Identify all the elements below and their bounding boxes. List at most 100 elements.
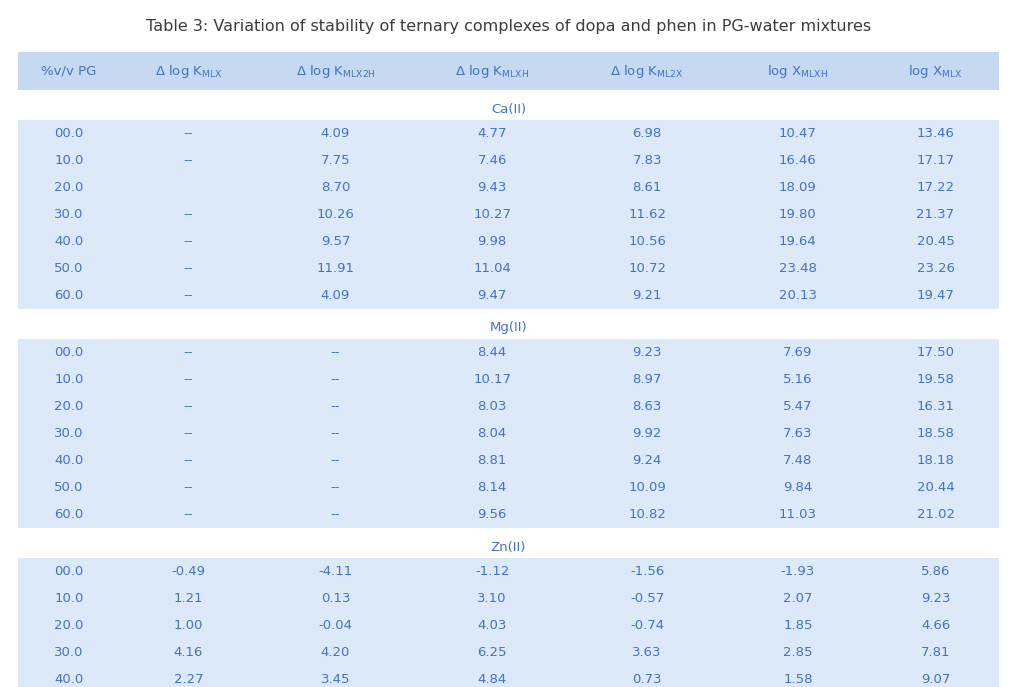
Text: 00.0: 00.0 [54, 346, 83, 359]
Text: -1.12: -1.12 [475, 565, 510, 578]
Text: 7.81: 7.81 [920, 646, 950, 659]
Bar [18, 317, 999, 339]
Text: 3.45: 3.45 [320, 673, 350, 686]
Text: 1.00: 1.00 [174, 619, 203, 632]
Text: 5.47: 5.47 [783, 400, 813, 413]
Text: 8.97: 8.97 [633, 373, 662, 386]
Bar [18, 393, 999, 420]
Text: Ca(II): Ca(II) [491, 102, 526, 115]
Bar [18, 255, 999, 282]
Text: 19.64: 19.64 [779, 235, 817, 248]
Text: --: -- [184, 208, 193, 221]
Text: Mg(II): Mg(II) [490, 322, 527, 335]
Text: 4.77: 4.77 [477, 127, 506, 140]
Bar [18, 282, 999, 309]
Text: --: -- [331, 400, 341, 413]
Text: 9.23: 9.23 [920, 592, 950, 605]
Text: 40.0: 40.0 [54, 673, 83, 686]
Text: 9.84: 9.84 [783, 481, 813, 494]
Text: 4.09: 4.09 [320, 127, 350, 140]
Text: 10.26: 10.26 [316, 208, 354, 221]
Text: %v/v PG: %v/v PG [41, 65, 97, 78]
Text: 10.47: 10.47 [779, 127, 817, 140]
Text: 0.13: 0.13 [320, 592, 350, 605]
Bar [18, 612, 999, 639]
Text: 40.0: 40.0 [54, 235, 83, 248]
Text: 13.46: 13.46 [916, 127, 954, 140]
Text: 17.22: 17.22 [916, 181, 955, 194]
Text: 20.0: 20.0 [54, 400, 83, 413]
Bar [18, 309, 999, 317]
Bar [18, 201, 999, 228]
Text: Table 3: Variation of stability of ternary complexes of dopa and phen in PG-wate: Table 3: Variation of stability of terna… [145, 19, 872, 34]
Text: 23.48: 23.48 [779, 262, 817, 275]
Text: 60.0: 60.0 [54, 289, 83, 302]
Text: 19.47: 19.47 [916, 289, 954, 302]
Text: --: -- [184, 154, 193, 167]
Text: $\Delta$ log K$_{\mathregular{MLX}}$: $\Delta$ log K$_{\mathregular{MLX}}$ [155, 63, 223, 80]
Text: -0.04: -0.04 [318, 619, 353, 632]
Text: 23.26: 23.26 [916, 262, 955, 275]
Text: 5.16: 5.16 [783, 373, 813, 386]
Text: -0.57: -0.57 [630, 592, 664, 605]
Bar [18, 90, 999, 98]
Text: 21.02: 21.02 [916, 508, 955, 521]
Bar [18, 52, 999, 90]
Text: 9.07: 9.07 [920, 673, 950, 686]
Text: 10.0: 10.0 [54, 373, 83, 386]
Text: 8.63: 8.63 [633, 400, 662, 413]
Text: 9.24: 9.24 [633, 454, 662, 467]
Text: 10.82: 10.82 [629, 508, 666, 521]
Text: -4.11: -4.11 [318, 565, 353, 578]
Text: 00.0: 00.0 [54, 565, 83, 578]
Bar [18, 536, 999, 558]
Text: --: -- [184, 262, 193, 275]
Text: 4.03: 4.03 [477, 619, 506, 632]
Text: 9.56: 9.56 [477, 508, 506, 521]
Text: -0.49: -0.49 [172, 565, 205, 578]
Text: 3.63: 3.63 [633, 646, 662, 659]
Text: $\Delta$ log K$_{\mathregular{MLX2H}}$: $\Delta$ log K$_{\mathregular{MLX2H}}$ [296, 63, 375, 80]
Bar [18, 558, 999, 585]
Text: 9.23: 9.23 [633, 346, 662, 359]
Text: 11.91: 11.91 [316, 262, 355, 275]
Text: 2.27: 2.27 [174, 673, 203, 686]
Text: 1.21: 1.21 [174, 592, 203, 605]
Bar [18, 120, 999, 147]
Text: --: -- [184, 235, 193, 248]
Text: 7.48: 7.48 [783, 454, 813, 467]
Text: 3.10: 3.10 [477, 592, 506, 605]
Text: --: -- [331, 481, 341, 494]
Text: --: -- [184, 373, 193, 386]
Text: 30.0: 30.0 [54, 208, 83, 221]
Bar [18, 339, 999, 366]
Text: --: -- [184, 454, 193, 467]
Text: 30.0: 30.0 [54, 646, 83, 659]
Text: 11.03: 11.03 [779, 508, 817, 521]
Text: --: -- [184, 289, 193, 302]
Text: 4.66: 4.66 [920, 619, 950, 632]
Text: 8.61: 8.61 [633, 181, 662, 194]
Text: 18.18: 18.18 [916, 454, 954, 467]
Text: -1.56: -1.56 [630, 565, 664, 578]
Text: 16.31: 16.31 [916, 400, 955, 413]
Text: 50.0: 50.0 [54, 262, 83, 275]
Text: 9.92: 9.92 [633, 427, 662, 440]
Text: 7.63: 7.63 [783, 427, 813, 440]
Text: --: -- [331, 508, 341, 521]
Text: --: -- [184, 346, 193, 359]
Text: -1.93: -1.93 [781, 565, 815, 578]
Text: --: -- [331, 346, 341, 359]
Text: 0.73: 0.73 [633, 673, 662, 686]
Text: 9.43: 9.43 [477, 181, 506, 194]
Text: 10.0: 10.0 [54, 592, 83, 605]
Text: 4.16: 4.16 [174, 646, 203, 659]
Text: 16.46: 16.46 [779, 154, 817, 167]
Bar [18, 366, 999, 393]
Text: 10.09: 10.09 [629, 481, 666, 494]
Text: 4.20: 4.20 [320, 646, 350, 659]
Text: 10.27: 10.27 [473, 208, 512, 221]
Text: 7.46: 7.46 [477, 154, 506, 167]
Text: 18.09: 18.09 [779, 181, 817, 194]
Text: 5.86: 5.86 [920, 565, 950, 578]
